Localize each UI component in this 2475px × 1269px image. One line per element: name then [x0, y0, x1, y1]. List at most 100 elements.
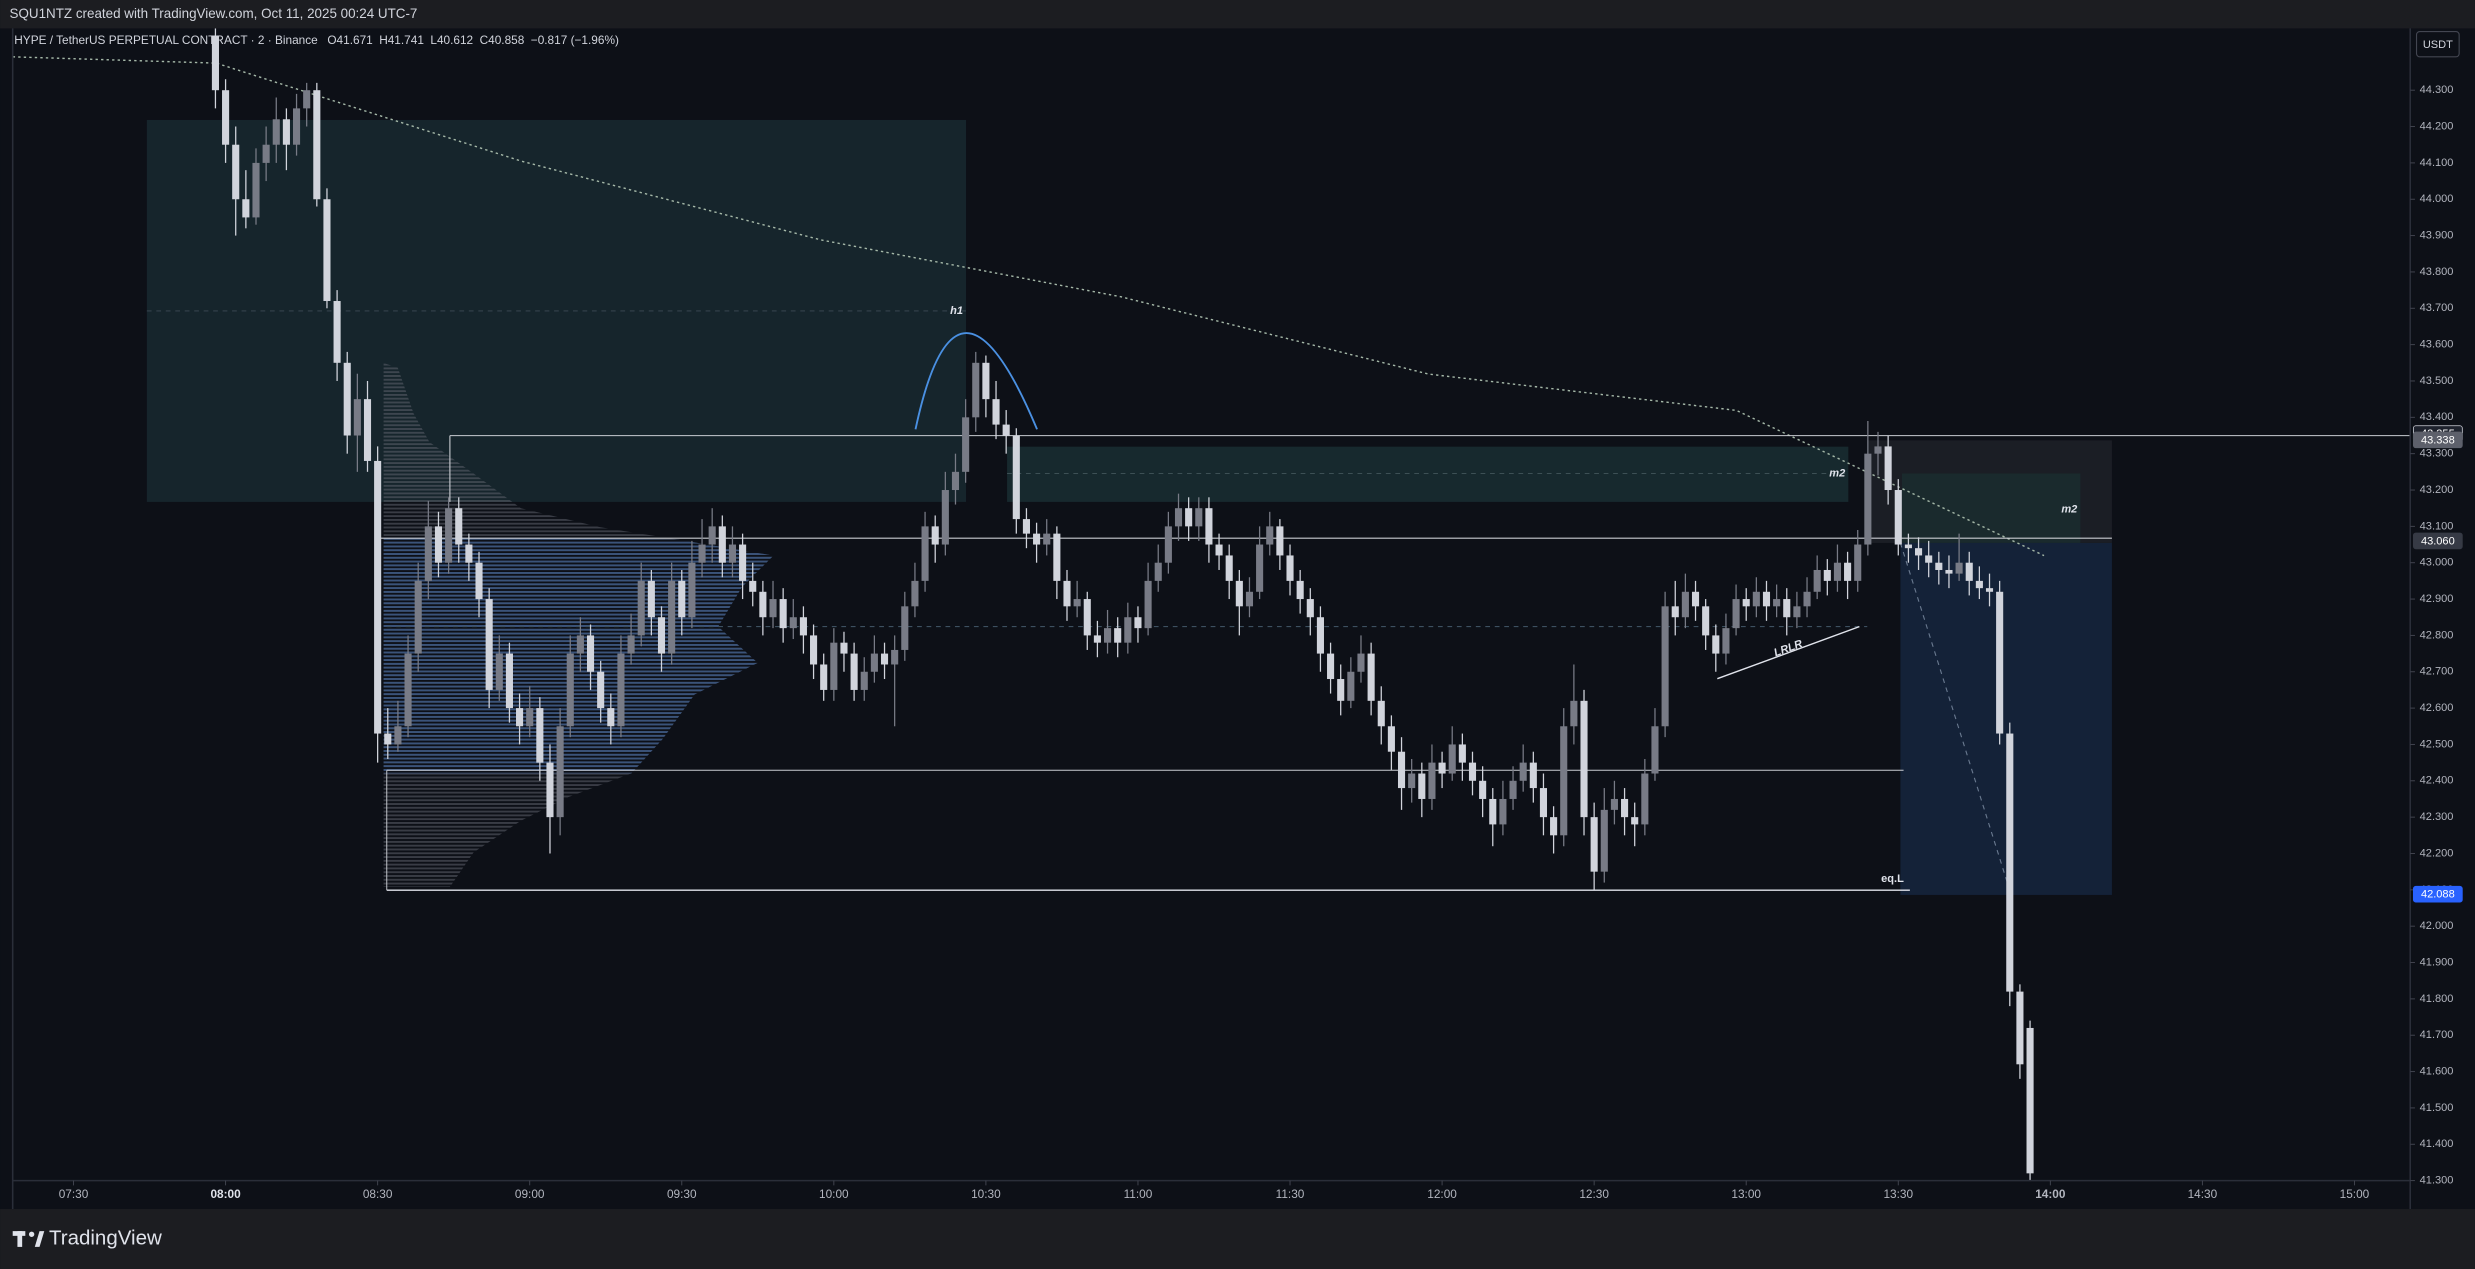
candle-body — [445, 508, 453, 563]
candle-body — [1752, 591, 1760, 607]
candle-body — [1823, 569, 1831, 581]
x-tick-label: 13:30 — [1883, 1187, 1913, 1201]
y-tick-label: 43.300 — [2420, 448, 2454, 460]
zone — [1901, 473, 2081, 543]
candle-body — [1337, 679, 1345, 701]
candle-body — [1043, 533, 1051, 545]
candle-body — [1651, 726, 1659, 774]
currency-button[interactable] — [2415, 31, 2460, 58]
y-tick-label: 43.100 — [2420, 520, 2454, 532]
candle-body — [1144, 580, 1152, 629]
candle-body — [708, 526, 716, 545]
candle-body — [1915, 548, 1923, 556]
candle-body — [495, 653, 503, 690]
candle-body — [1793, 606, 1801, 618]
candle-body — [617, 653, 625, 727]
candle-body — [1316, 617, 1324, 654]
candle-body — [1529, 762, 1537, 789]
zone — [1900, 542, 2112, 895]
candle-body — [1884, 446, 1892, 491]
candle-body — [1327, 653, 1335, 680]
y-tick-label: 41.300 — [2420, 1175, 2454, 1187]
candle-body — [394, 726, 402, 745]
y-tick-label: 44.300 — [2420, 84, 2454, 96]
candle-body — [252, 162, 260, 218]
candle-body — [333, 301, 341, 363]
candle-body — [891, 649, 899, 665]
candle-body — [870, 653, 878, 672]
candle-body — [1621, 798, 1629, 818]
y-tick-label: 43.600 — [2420, 339, 2454, 351]
candle-body — [1945, 569, 1953, 574]
candle-body — [1570, 700, 1578, 727]
candle-body — [1732, 599, 1740, 629]
y-tick-label: 42.800 — [2420, 629, 2454, 641]
candle-body — [1195, 508, 1203, 527]
candle-body — [1600, 809, 1608, 872]
candle-body — [1722, 628, 1730, 654]
candle-body — [1702, 606, 1710, 636]
candle-body — [789, 617, 797, 629]
candle-body — [1631, 817, 1639, 825]
x-tick-label: 09:00 — [515, 1187, 545, 1201]
candle-body — [272, 119, 280, 145]
candle-body — [566, 653, 574, 727]
y-tick-label: 42.200 — [2420, 847, 2454, 859]
y-tick-label: 41.800 — [2420, 993, 2454, 1005]
currency[interactable]: USDT — [2423, 39, 2453, 51]
candle-body — [1093, 635, 1101, 643]
candle-body — [516, 708, 524, 727]
candle-body — [1347, 671, 1355, 701]
candle-body — [1813, 569, 1821, 592]
x-tick-label: 08:00 — [210, 1187, 241, 1201]
candle-body — [810, 635, 818, 665]
candle-body — [1499, 798, 1507, 825]
brand: TradingView — [49, 1226, 162, 1249]
candle-body — [1002, 424, 1010, 436]
price-label: 42.088 — [2421, 889, 2455, 901]
header: SQU1NTZ created with TradingView.com, Oc… — [10, 6, 418, 21]
candle-body — [455, 508, 463, 545]
candle-body — [465, 544, 473, 563]
candle-body — [840, 642, 848, 654]
candle-body — [1377, 700, 1385, 727]
price-label: 43.060 — [2421, 535, 2455, 547]
y-tick-label: 41.600 — [2420, 1065, 2454, 1077]
candle-body — [1762, 591, 1771, 607]
candle-body — [1428, 762, 1436, 799]
candle-body — [1114, 628, 1122, 643]
y-tick-label: 43.500 — [2420, 375, 2454, 387]
candle-body — [323, 199, 331, 302]
price-label-box — [2412, 885, 2463, 903]
candle-body — [282, 119, 290, 145]
candle-body — [1874, 446, 1882, 454]
candle-body — [2016, 991, 2024, 1065]
candle-body — [404, 653, 412, 727]
x-tick-label: 12:30 — [1579, 1187, 1609, 1201]
candle-body — [901, 606, 909, 650]
candle-body — [1154, 562, 1162, 581]
candle-body — [941, 490, 949, 545]
candle-body — [1468, 762, 1477, 781]
candle-body — [505, 653, 513, 709]
x-tick-label: 15:00 — [2340, 1187, 2370, 1201]
candle-body — [1357, 653, 1365, 672]
candle-body — [1266, 526, 1274, 545]
candle-body — [668, 580, 676, 654]
candle-body — [353, 399, 361, 436]
candle-body — [1245, 591, 1254, 607]
candle-body — [1590, 817, 1598, 872]
candle-body — [607, 708, 615, 727]
annotation: eq.L — [1881, 873, 1904, 885]
candle-body — [1205, 508, 1213, 545]
candle-body — [1479, 780, 1487, 799]
legend-change: −0.817 (−1.96%) — [531, 33, 619, 47]
candle-body — [262, 144, 270, 163]
logo-part — [34, 1231, 45, 1247]
candle-body — [1408, 773, 1416, 789]
candle-body — [678, 580, 686, 618]
y-tick-label: 44.200 — [2420, 120, 2454, 132]
candle-body — [951, 471, 960, 491]
y-tick-label: 43.900 — [2420, 230, 2454, 242]
candle-body — [1063, 580, 1071, 607]
